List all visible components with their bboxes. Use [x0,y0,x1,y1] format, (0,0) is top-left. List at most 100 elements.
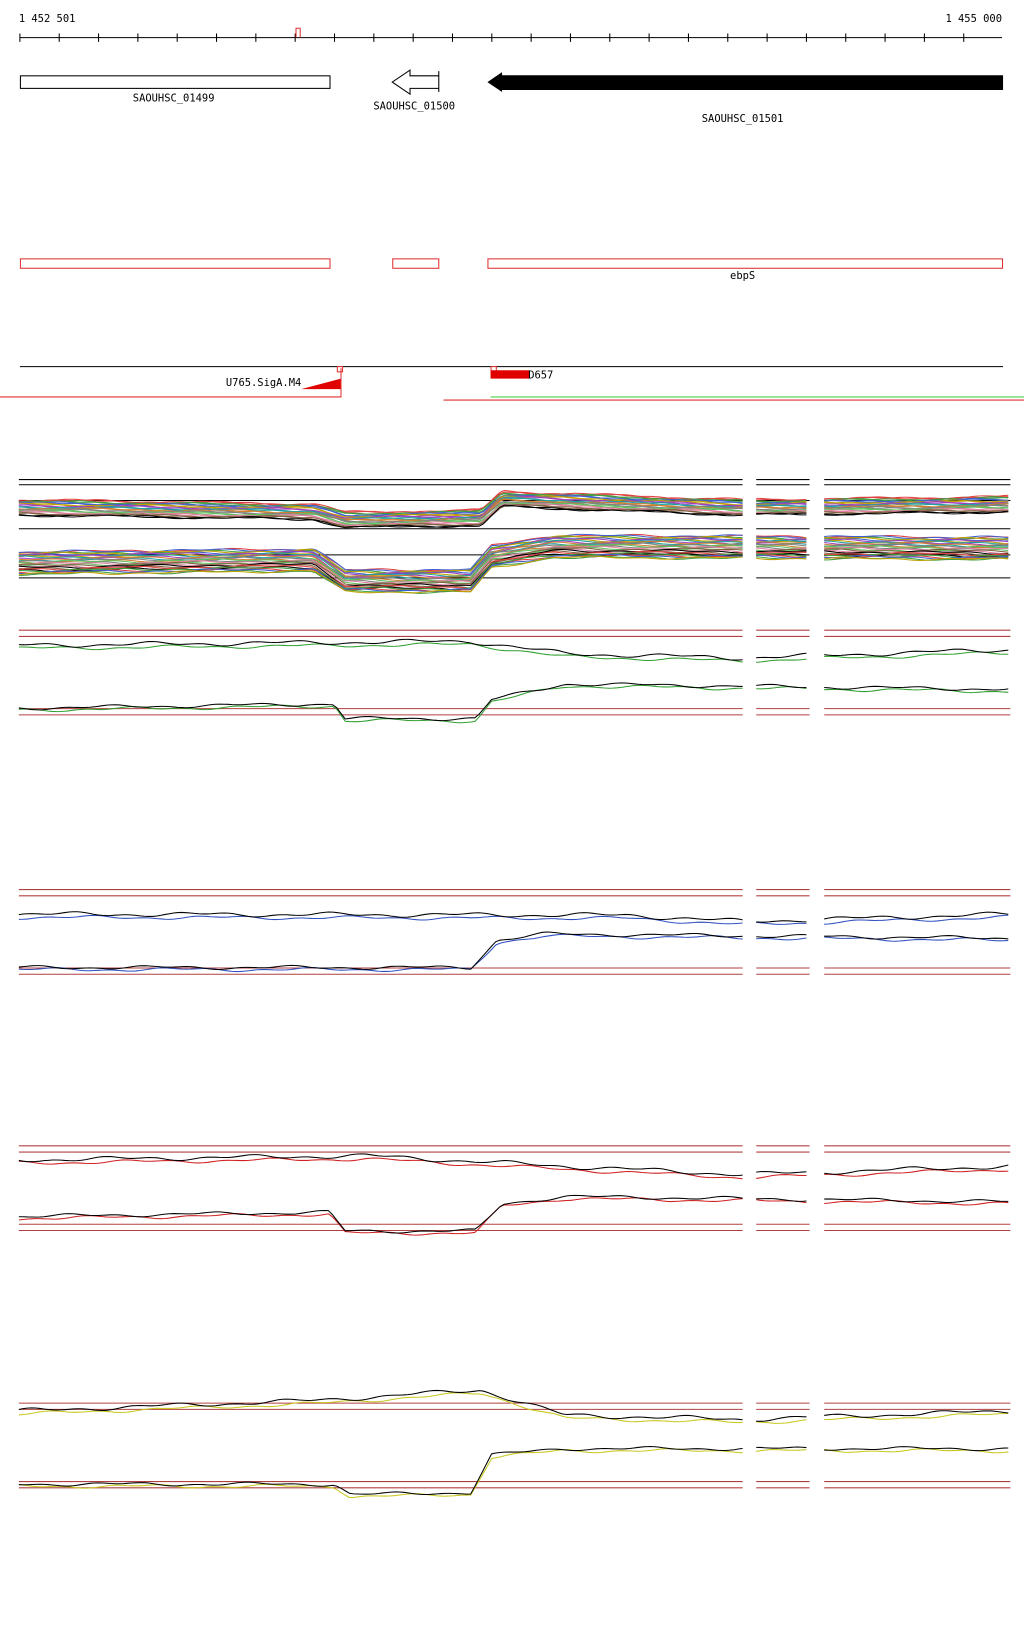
gene-arrow [391,69,440,96]
promoter-shape [301,378,341,390]
expression-trace [18,549,743,587]
expression-trace [824,648,1009,657]
expression-trace [18,682,743,722]
expression-trace [824,914,1009,925]
expression-trace [824,550,1009,555]
expression-trace [756,536,807,539]
expression-trace [18,1389,743,1421]
expression-trace [18,500,743,524]
gene-label: SAOUHSC_01500 [373,101,455,113]
expression-trace [824,497,1009,503]
gene-arrow-filled [487,72,1004,93]
expression-trace [824,685,1009,691]
gene-label: SAOUHSC_01499 [133,92,215,104]
expression-trace [824,1197,1009,1204]
expression-trace [756,501,807,504]
expression-trace [18,498,743,522]
expression-trace [824,499,1009,505]
expression-trace [18,1157,743,1180]
expression-trace [18,914,743,925]
expression-trace [756,541,807,544]
expression-trace [18,552,743,591]
gene-label: SAOUHSC_01501 [702,113,784,125]
expression-trace [756,1419,807,1424]
ruler-start: 1 452 501 [19,13,76,25]
expression-trace [18,911,743,921]
expression-trace [18,1445,743,1496]
annotation-box [392,258,440,269]
expression-trace [756,512,807,515]
annotation-box [19,258,331,269]
promoter-label: D657 [528,369,553,381]
expression-trace [824,1199,1009,1206]
expression-trace [824,911,1009,920]
expression-trace [18,933,743,973]
expression-trace [756,543,807,547]
tss-marker [336,366,344,373]
expression-trace [824,503,1009,510]
expression-trace [756,652,807,659]
expression-trace [756,506,807,509]
transcript-line [0,368,342,398]
expression-trace [18,1153,743,1177]
expression-trace [824,535,1009,539]
expression-trace [756,683,807,689]
expression-trace [18,1448,743,1499]
expression-trace [18,642,743,663]
expression-trace [756,550,807,553]
expression-trace [18,540,743,579]
promoter-shape [490,370,530,379]
expression-tracks [18,479,1011,1499]
expression-trace [824,1410,1009,1418]
expression-trace [824,545,1009,550]
expression-trace [756,1446,807,1449]
expression-trace [756,937,807,941]
expression-trace [756,497,807,501]
expression-trace [756,1415,807,1422]
expression-trace [756,504,807,507]
expression-trace [756,1197,807,1202]
expression-trace [824,549,1009,555]
ruler-ticks [19,33,965,42]
expression-trace [18,542,743,581]
expression-trace [756,500,807,503]
expression-trace [18,539,743,578]
expression-trace [824,1169,1009,1177]
expression-trace [824,510,1009,516]
expression-trace [18,496,743,521]
expression-trace [756,557,807,561]
expression-trace [18,533,743,573]
expression-trace [756,535,807,539]
expression-trace [756,554,807,559]
expression-trace [756,921,807,925]
promoter-label: U765.SigA.M4 [226,377,301,389]
annotation-label: ebpS [730,270,755,282]
ruler-end: 1 455 000 [945,13,1002,25]
expression-trace [824,1412,1009,1421]
expression-trace [824,541,1009,547]
expression-trace [824,546,1009,551]
expression-trace [18,638,743,661]
expression-trace [18,555,743,594]
expression-trace [756,658,807,663]
expression-trace [18,490,743,514]
gene-box [19,75,331,89]
expression-trace [756,1449,807,1452]
expression-trace [18,1392,743,1424]
expression-trace [756,551,807,554]
expression-trace [18,504,743,528]
expression-trace [756,920,807,923]
expression-trace [824,935,1009,940]
expression-trace [18,553,743,592]
expression-trace [824,536,1009,541]
expression-trace [824,506,1009,511]
expression-trace [756,1174,807,1179]
expression-trace [18,547,743,586]
annotation-box [487,258,1004,269]
expression-trace [756,553,807,557]
position-marker [295,27,301,38]
expression-trace [824,1164,1009,1175]
expression-trace [18,493,743,515]
expression-trace [756,501,807,506]
